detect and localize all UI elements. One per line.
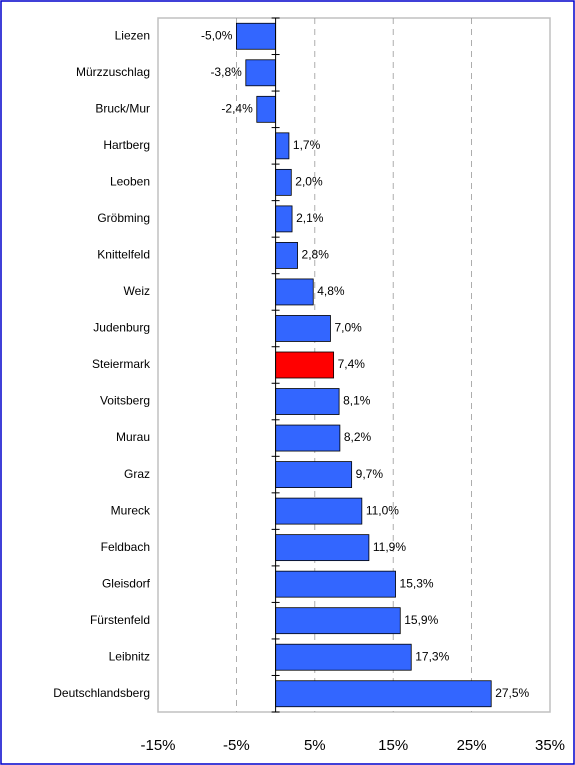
y-tick-label: Graz: [124, 467, 150, 481]
y-tick-label: Knittelfeld: [97, 248, 150, 262]
value-label: 7,4%: [338, 357, 366, 371]
bar: [275, 607, 401, 635]
value-label: 27,5%: [495, 686, 529, 700]
bar: [275, 205, 293, 233]
bar: [275, 570, 396, 598]
x-tick-label: -15%: [140, 737, 175, 754]
y-tick-label: Leoben: [110, 175, 150, 189]
y-tick-label: Mürzzuschlag: [76, 65, 150, 79]
bar: [275, 242, 298, 269]
y-tick-label: Bruck/Mur: [95, 101, 150, 115]
bar: [245, 59, 276, 87]
bar: [275, 461, 353, 488]
y-tick-label: Hartberg: [103, 138, 150, 152]
bar: [275, 351, 335, 379]
value-label: 2,0%: [295, 175, 323, 189]
x-tick-label: 35%: [535, 737, 565, 754]
y-tick-label: Deutschlandsberg: [53, 686, 150, 700]
value-label: 15,3%: [400, 576, 434, 590]
plot-area: [157, 17, 551, 713]
y-tick-label: Liezen: [115, 28, 150, 42]
y-tick-label: Feldbach: [101, 540, 150, 554]
bar: [275, 132, 290, 160]
y-tick-label: Weiz: [124, 284, 150, 298]
value-label: 11,9%: [373, 540, 406, 554]
y-tick-label: Steiermark: [92, 357, 151, 371]
value-label: 4,8%: [317, 284, 345, 298]
bar: [275, 643, 412, 671]
y-tick-label: Gröbming: [97, 211, 150, 225]
bar: [275, 278, 314, 306]
value-label: -3,8%: [210, 65, 242, 79]
y-tick-label: Judenburg: [93, 321, 150, 335]
value-label: 11,0%: [366, 503, 399, 517]
x-tick-label: 5%: [304, 737, 326, 754]
bar: [275, 388, 340, 415]
bar: [275, 534, 370, 562]
bar: [275, 315, 331, 342]
y-tick-label: Fürstenfeld: [90, 613, 150, 627]
x-tick-label: 25%: [457, 737, 487, 754]
value-label: 2,1%: [296, 211, 324, 225]
bar: [275, 680, 492, 708]
value-label: 7,0%: [334, 321, 362, 335]
value-label: 15,9%: [404, 613, 438, 627]
bar: [275, 424, 341, 452]
x-tick-label: 15%: [378, 737, 408, 754]
value-label: 8,1%: [343, 394, 371, 408]
value-label: 17,3%: [415, 649, 449, 663]
value-label: 1,7%: [293, 138, 321, 152]
bar: [275, 168, 292, 196]
value-label: -5,0%: [201, 28, 233, 42]
y-tick-label: Voitsberg: [100, 394, 150, 408]
value-label: 8,2%: [344, 430, 372, 444]
bar: [235, 22, 276, 50]
value-label: 2,8%: [302, 248, 330, 262]
y-tick-label: Mureck: [111, 503, 151, 517]
y-tick-label: Leibnitz: [109, 649, 150, 663]
value-label: -2,4%: [221, 101, 253, 115]
y-tick-label: Murau: [116, 430, 150, 444]
bar: [256, 95, 276, 123]
value-label: 9,7%: [356, 467, 384, 481]
x-tick-label: -5%: [223, 737, 250, 754]
y-tick-label: Gleisdorf: [102, 576, 151, 590]
bar: [275, 497, 363, 525]
